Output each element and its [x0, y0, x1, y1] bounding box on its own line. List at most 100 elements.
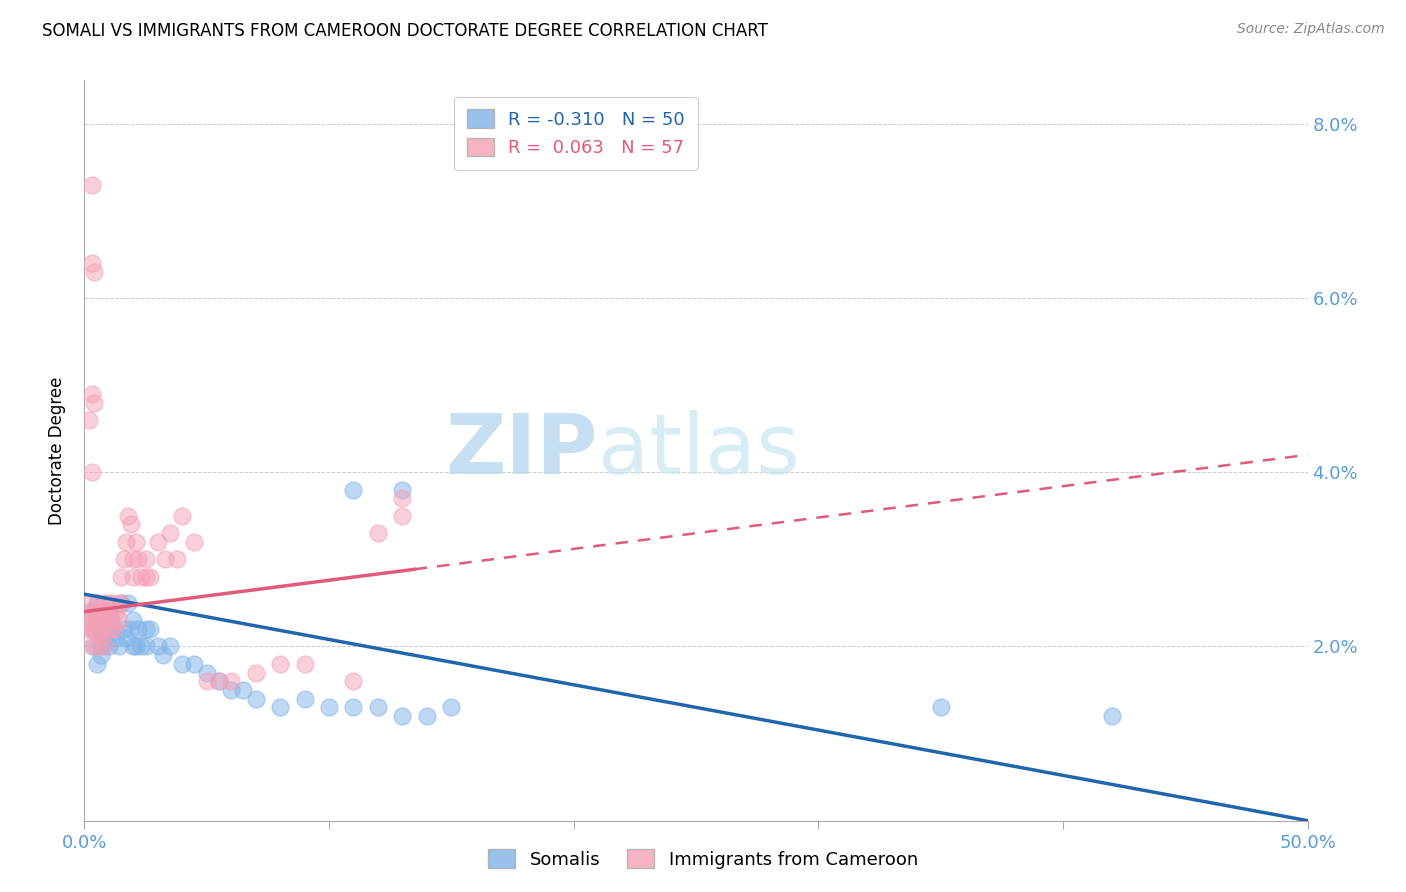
Point [112, 552, 135, 566]
Point [294, 657, 316, 671]
Point [929, 700, 952, 714]
Point [122, 613, 145, 627]
Point [90, 648, 112, 662]
Point [93, 596, 115, 610]
Point [129, 570, 152, 584]
Point [80, 387, 103, 401]
Y-axis label: Doctorate Degree: Doctorate Degree [48, 376, 66, 524]
Point [96, 622, 118, 636]
Point [77, 413, 100, 427]
Point [103, 622, 125, 636]
Point [77, 605, 100, 619]
Point [135, 570, 157, 584]
Point [117, 596, 139, 610]
Point [76, 622, 98, 636]
Point [105, 605, 128, 619]
Point [100, 613, 122, 627]
Point [183, 657, 205, 671]
Point [97, 640, 120, 654]
Point [245, 665, 267, 680]
Point [86, 640, 108, 654]
Point [135, 622, 157, 636]
Point [391, 491, 413, 506]
Point [391, 508, 413, 523]
Point [115, 631, 138, 645]
Point [1101, 709, 1123, 723]
Point [195, 674, 218, 689]
Point [127, 552, 149, 566]
Point [90, 631, 112, 645]
Point [93, 613, 115, 627]
Text: ZIP: ZIP [446, 410, 598, 491]
Point [139, 622, 162, 636]
Point [90, 613, 112, 627]
Point [152, 648, 174, 662]
Point [172, 508, 194, 523]
Point [90, 640, 112, 654]
Point [83, 395, 105, 409]
Text: atlas: atlas [598, 410, 800, 491]
Point [159, 640, 181, 654]
Point [83, 265, 105, 279]
Point [269, 657, 291, 671]
Point [367, 526, 389, 541]
Point [97, 605, 120, 619]
Point [129, 640, 152, 654]
Point [110, 570, 132, 584]
Point [83, 640, 105, 654]
Point [416, 709, 439, 723]
Point [83, 622, 105, 636]
Point [342, 483, 364, 497]
Point [103, 622, 125, 636]
Text: Source: ZipAtlas.com: Source: ZipAtlas.com [1237, 22, 1385, 37]
Point [93, 631, 115, 645]
Point [105, 631, 128, 645]
Point [219, 683, 242, 698]
Point [112, 622, 135, 636]
Point [86, 613, 108, 627]
Point [166, 552, 188, 566]
Point [77, 613, 100, 627]
Point [93, 613, 115, 627]
Point [87, 622, 110, 636]
Point [135, 640, 157, 654]
Point [440, 700, 463, 714]
Point [219, 674, 242, 689]
Point [139, 570, 162, 584]
Point [318, 700, 340, 714]
Point [80, 465, 103, 479]
Point [125, 640, 148, 654]
Point [120, 517, 142, 532]
Point [83, 605, 105, 619]
Point [125, 535, 148, 549]
Point [110, 596, 132, 610]
Point [107, 640, 129, 654]
Point [80, 178, 103, 192]
Point [122, 570, 145, 584]
Point [120, 622, 142, 636]
Point [77, 596, 100, 610]
Point [122, 552, 145, 566]
Text: SOMALI VS IMMIGRANTS FROM CAMEROON DOCTORATE DEGREE CORRELATION CHART: SOMALI VS IMMIGRANTS FROM CAMEROON DOCTO… [42, 22, 768, 40]
Point [146, 535, 169, 549]
Point [97, 622, 120, 636]
Point [195, 665, 218, 680]
Point [100, 613, 122, 627]
Point [80, 622, 103, 636]
Point [86, 596, 108, 610]
Point [80, 605, 103, 619]
Point [172, 657, 194, 671]
Point [97, 596, 120, 610]
Point [391, 709, 413, 723]
Point [269, 700, 291, 714]
Point [110, 596, 132, 610]
Point [115, 535, 138, 549]
Point [146, 640, 169, 654]
Point [367, 700, 389, 714]
Point [87, 622, 110, 636]
Point [117, 508, 139, 523]
Point [342, 700, 364, 714]
Legend: R = -0.310   N = 50, R =  0.063   N = 57: R = -0.310 N = 50, R = 0.063 N = 57 [454, 96, 697, 169]
Point [159, 526, 181, 541]
Point [153, 552, 176, 566]
